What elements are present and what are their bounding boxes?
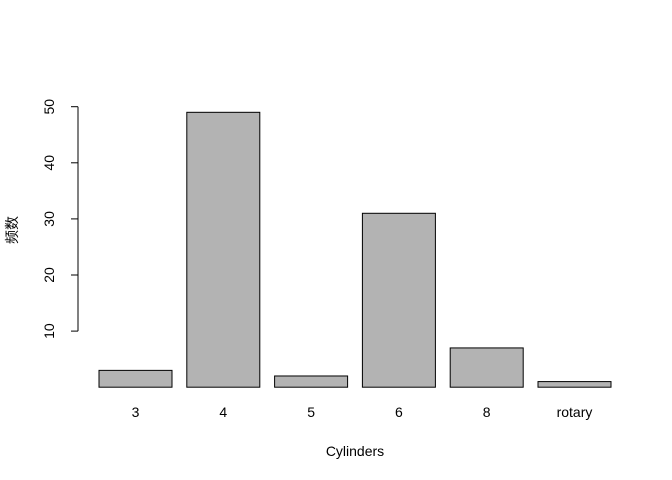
y-tick-label: 30 — [41, 211, 57, 227]
bar-4 — [186, 111, 261, 388]
y-tick-label: 10 — [41, 323, 57, 339]
bar-rotary — [537, 381, 612, 388]
x-axis-title: Cylinders — [326, 443, 384, 459]
y-axis: 10 20 30 40 50 — [41, 99, 79, 339]
bar-5 — [274, 375, 349, 388]
y-axis-title: 频数 — [4, 216, 20, 244]
bars — [98, 111, 612, 388]
bar-8 — [449, 347, 524, 388]
x-tick-label: 4 — [219, 404, 227, 420]
y-tick-label: 40 — [41, 155, 57, 171]
x-tick-label: 3 — [132, 404, 140, 420]
x-tick-label: 5 — [307, 404, 315, 420]
y-tick-label: 20 — [41, 267, 57, 283]
y-tick-label: 50 — [41, 99, 57, 115]
x-tick-label: 8 — [483, 404, 491, 420]
bar-3 — [98, 369, 173, 388]
x-tick-label: 6 — [395, 404, 403, 420]
x-tick-label: rotary — [557, 404, 593, 420]
x-tick-labels: 3 4 5 6 8 rotary — [132, 404, 593, 420]
bar-6 — [361, 212, 436, 388]
